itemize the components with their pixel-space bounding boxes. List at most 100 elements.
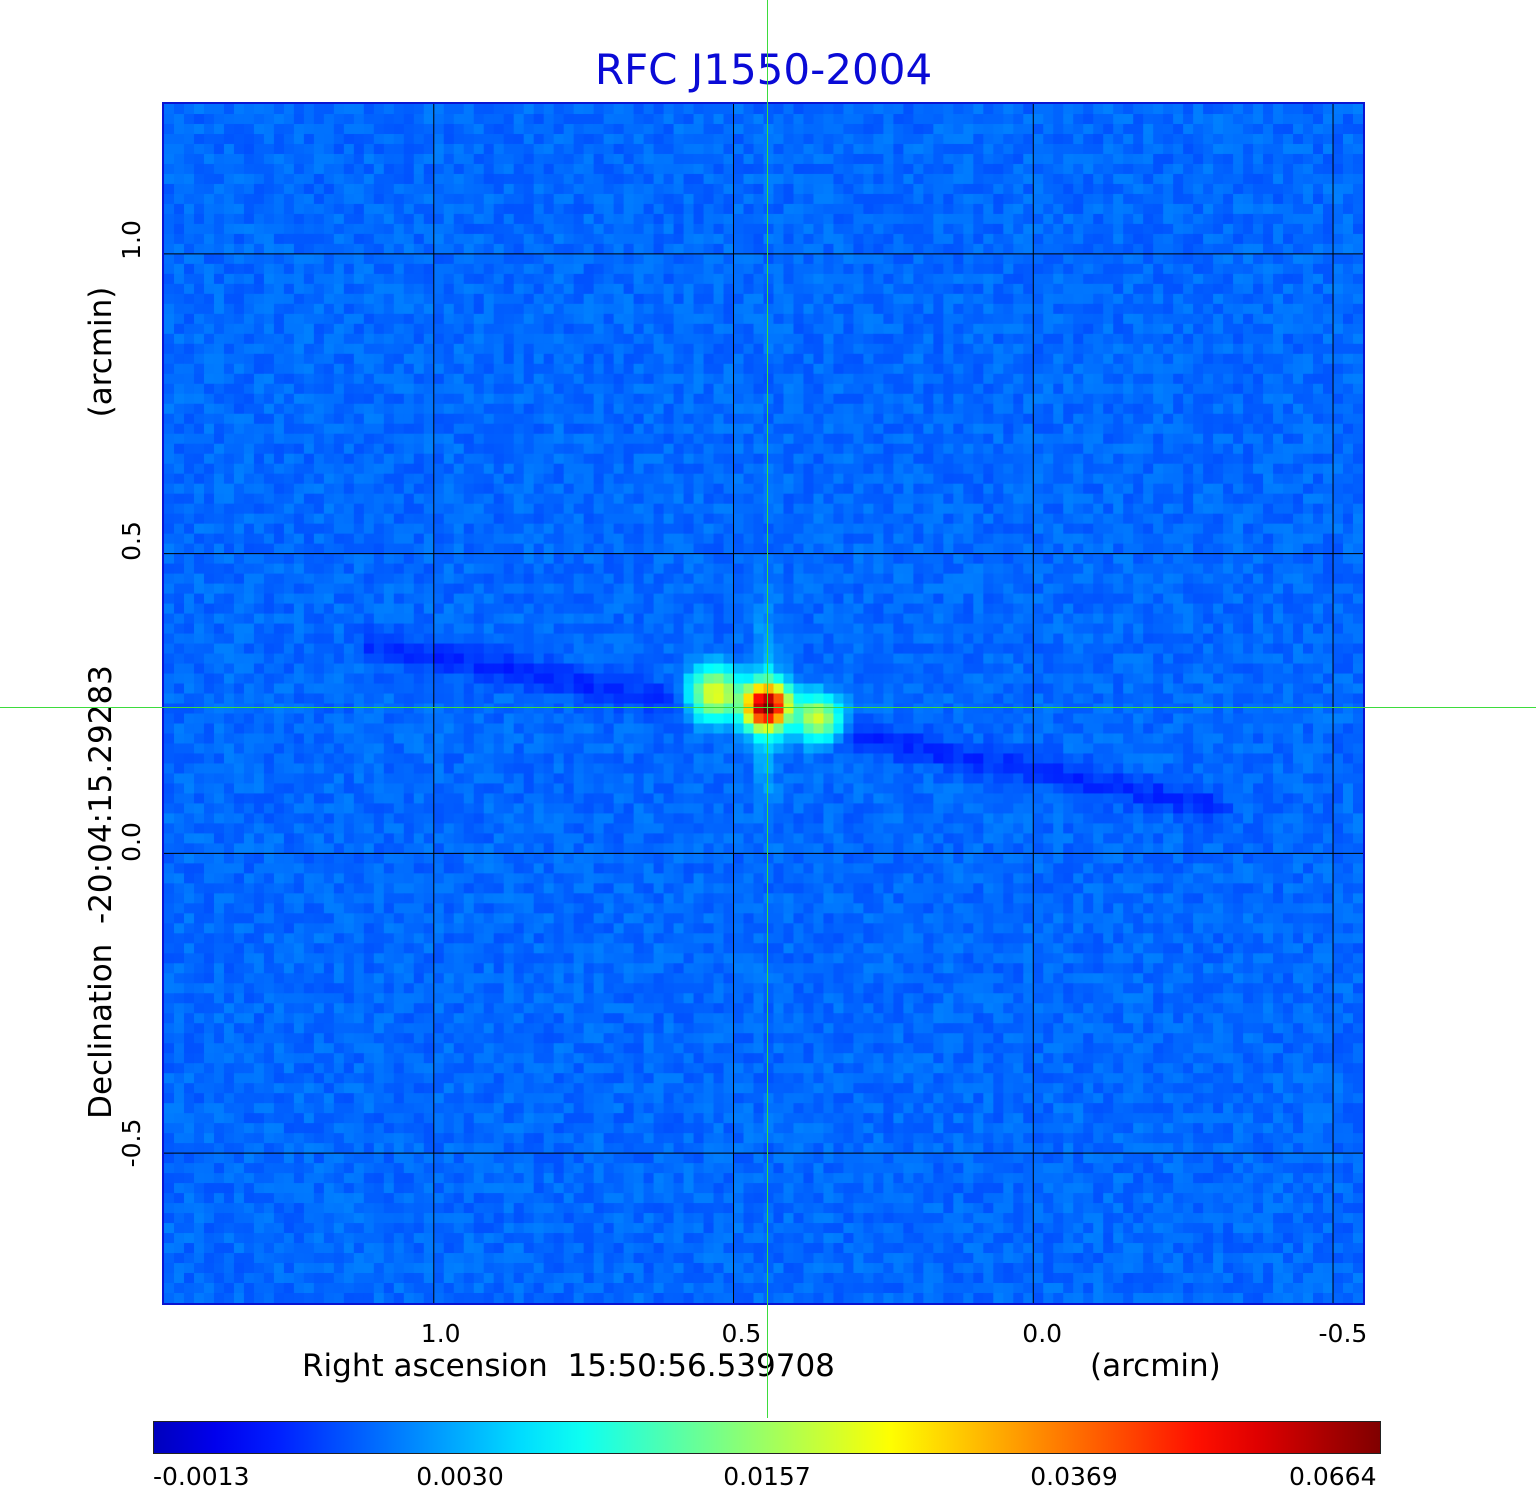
map-pixel [573, 263, 585, 275]
map-pixel [953, 483, 964, 495]
map-pixel [943, 113, 954, 125]
map-pixel [553, 403, 565, 415]
map-pixel [933, 104, 944, 115]
map-pixel [533, 133, 545, 145]
map-pixel [703, 153, 715, 165]
map-pixel [1013, 283, 1024, 295]
map-pixel [523, 293, 535, 305]
map-pixel [373, 353, 385, 365]
map-pixel [1123, 333, 1134, 345]
map-pixel [963, 303, 974, 315]
map-pixel [873, 133, 884, 145]
map-pixel [203, 193, 215, 205]
map-pixel [1073, 203, 1084, 215]
map-pixel [863, 393, 875, 405]
map-pixel [1353, 303, 1363, 315]
map-pixel [493, 383, 505, 395]
map-pixel [703, 413, 715, 425]
map-pixel [663, 213, 675, 225]
map-pixel [503, 343, 515, 355]
map-pixel [443, 373, 455, 385]
map-pixel [723, 323, 735, 335]
map-pixel [913, 503, 924, 515]
map-pixel [903, 383, 914, 395]
map-pixel [213, 104, 225, 115]
map-pixel [773, 353, 785, 365]
map-pixel [1273, 193, 1284, 205]
map-pixel [953, 453, 964, 465]
map-pixel [293, 383, 305, 395]
map-pixel [853, 473, 865, 485]
map-pixel [753, 153, 765, 165]
map-pixel [823, 233, 835, 245]
map-pixel [723, 173, 735, 185]
map-pixel [1223, 493, 1234, 505]
map-pixel [1053, 323, 1064, 335]
map-pixel [863, 173, 875, 185]
map-pixel [743, 253, 755, 265]
map-pixel [543, 383, 555, 395]
map-pixel [173, 483, 185, 495]
map-pixel [223, 503, 235, 515]
map-pixel [1243, 383, 1254, 395]
map-pixel [1243, 453, 1254, 465]
map-pixel [943, 473, 954, 485]
map-pixel [1223, 193, 1234, 205]
map-pixel [473, 423, 485, 435]
map-pixel [493, 104, 505, 115]
map-pixel [423, 403, 435, 415]
map-pixel [1153, 483, 1164, 495]
map-pixel [1123, 343, 1134, 355]
map-pixel [913, 463, 924, 475]
map-pixel [1343, 473, 1354, 485]
map-pixel [164, 253, 175, 265]
map-pixel [753, 283, 765, 295]
map-pixel [563, 273, 575, 285]
map-pixel [243, 323, 255, 335]
map-pixel [1133, 263, 1144, 275]
map-pixel [533, 513, 545, 525]
map-pixel [413, 433, 425, 445]
map-pixel [213, 443, 225, 455]
map-pixel [513, 143, 525, 155]
map-pixel [1213, 273, 1224, 285]
map-pixel [164, 513, 175, 525]
map-pixel [1203, 253, 1214, 265]
map-pixel [443, 483, 455, 495]
map-pixel [573, 153, 585, 165]
map-pixel [183, 163, 195, 175]
map-pixel [873, 213, 884, 225]
map-pixel [913, 123, 924, 135]
map-pixel [253, 123, 265, 135]
intensity-map [162, 102, 1365, 1305]
map-pixel [1313, 313, 1324, 325]
map-pixel [293, 303, 305, 315]
map-pixel [803, 423, 815, 435]
map-pixel [1053, 243, 1064, 255]
map-pixel [423, 453, 435, 465]
map-pixel [1193, 353, 1204, 365]
map-pixel [203, 433, 215, 445]
map-pixel [423, 353, 435, 365]
map-pixel [1343, 333, 1354, 345]
map-pixel [1353, 343, 1363, 355]
map-pixel [1263, 503, 1274, 515]
map-pixel [243, 173, 255, 185]
map-pixel [463, 363, 475, 375]
map-pixel [723, 293, 735, 305]
map-pixel [533, 223, 545, 235]
map-pixel [1253, 443, 1264, 455]
map-pixel [833, 203, 845, 215]
map-pixel [1253, 333, 1264, 345]
map-pixel [613, 503, 625, 515]
map-pixel [1303, 403, 1314, 415]
map-pixel [1053, 363, 1064, 375]
map-pixel [1113, 243, 1124, 255]
map-pixel [723, 163, 735, 175]
map-pixel [783, 193, 795, 205]
map-pixel [383, 383, 395, 395]
map-pixel [813, 323, 825, 335]
map-pixel [1133, 153, 1144, 165]
map-pixel [1303, 473, 1314, 485]
map-pixel [843, 183, 855, 195]
